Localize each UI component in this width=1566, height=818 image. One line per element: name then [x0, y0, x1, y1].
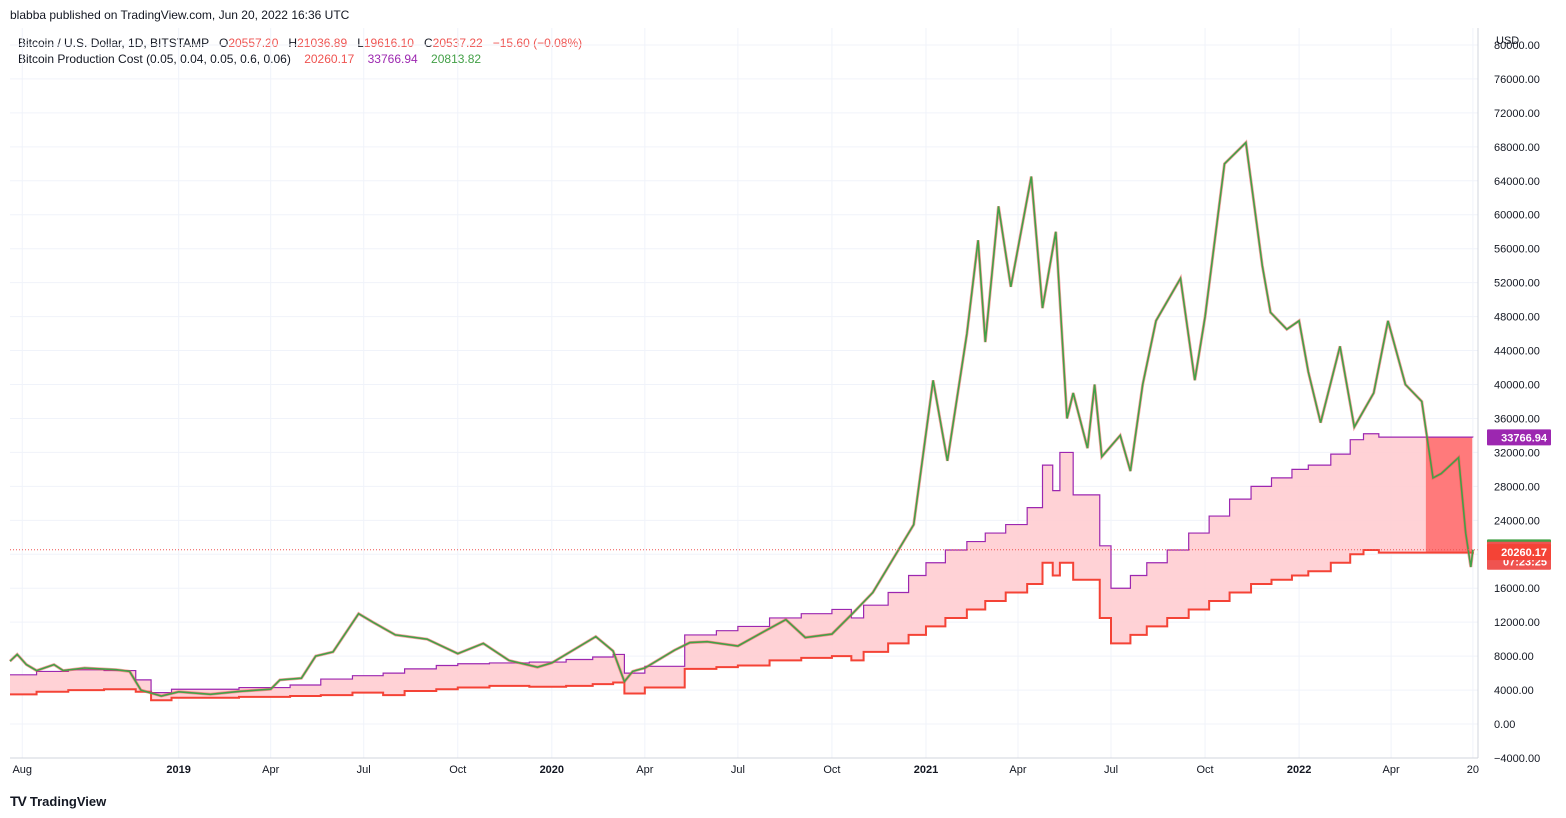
y-tick-label: 16000.00	[1494, 583, 1540, 595]
indicator-legend-row[interactable]: Bitcoin Production Cost (0.05, 0.04, 0.0…	[18, 51, 582, 67]
price-badge	[1487, 429, 1551, 446]
y-tick-label: 4000.00	[1494, 685, 1534, 697]
y-tick-label: 32000.00	[1494, 447, 1540, 459]
x-axis[interactable]: Aug 2019 Apr Jul Oct 2020 Apr Jul Oct 2021 Apr Jul O…	[12, 764, 1479, 776]
symbol-name: Bitcoin / U.S. Dollar, 1D, BITSTAMP	[18, 36, 209, 50]
open-value: 20557.20	[228, 36, 279, 50]
y-tick-label: 72000.00	[1494, 108, 1540, 120]
price-badge-label: 20260.17	[1501, 547, 1547, 559]
y-tick-label: 64000.00	[1494, 176, 1540, 188]
x-tick-label: Apr	[1009, 764, 1026, 776]
x-tick-label: Apr	[636, 764, 653, 776]
y-axis[interactable]: −4000.00 0.00 4000.00 8000.00 12000.00 16000.…	[1494, 40, 1540, 765]
y-tick-label: 0.00	[1494, 719, 1515, 731]
y-tick-label: −4000.00	[1494, 753, 1540, 765]
x-tick-label: 2022	[1287, 764, 1311, 776]
low-value: 19616.10	[363, 36, 414, 50]
indicator-value-upper: 33766.94	[367, 52, 418, 66]
cost-lower-line	[10, 549, 1474, 702]
cost-band	[10, 433, 1473, 701]
indicator-value-lower: 20260.17	[304, 52, 355, 66]
x-tick-label: Oct	[449, 764, 466, 776]
y-tick-label: 80000.00	[1494, 40, 1540, 52]
y-tick-label: 56000.00	[1494, 244, 1540, 256]
high-value: 21036.89	[297, 36, 348, 50]
close-label: C	[423, 36, 433, 50]
y-tick-label: 28000.00	[1494, 481, 1540, 493]
x-tick-label: 2019	[166, 764, 190, 776]
series-lines	[8, 139, 1475, 702]
x-tick-label: 20	[1467, 764, 1479, 776]
tradingview-brand[interactable]: TV TradingView	[10, 793, 106, 809]
tradingview-logo-icon: TV	[10, 793, 27, 809]
x-tick-label: 2021	[914, 764, 938, 776]
y-tick-label: 8000.00	[1494, 651, 1534, 663]
chart-legend: Bitcoin / U.S. Dollar, 1D, BITSTAMP O205…	[18, 35, 582, 67]
y-tick-label: 36000.00	[1494, 413, 1540, 425]
x-tick-label: Apr	[262, 764, 279, 776]
published-line: blabba published on TradingView.com, Jun…	[10, 8, 350, 22]
x-tick-label: Oct	[823, 764, 840, 776]
cost-band-fill	[10, 433, 1473, 701]
y-tick-label: 60000.00	[1494, 210, 1540, 222]
x-tick-label: Jul	[731, 764, 745, 776]
cost-upper-line	[10, 433, 1474, 694]
y-tick-label: 76000.00	[1494, 74, 1540, 86]
x-tick-label: Jul	[1104, 764, 1118, 776]
y-tick-label: 44000.00	[1494, 346, 1540, 358]
indicator-name: Bitcoin Production Cost (0.05, 0.04, 0.0…	[18, 52, 291, 66]
price-candles-shadow	[8, 139, 1475, 698]
y-tick-label: 68000.00	[1494, 142, 1540, 154]
price-line	[9, 140, 1474, 697]
y-tick-label: 40000.00	[1494, 380, 1540, 392]
y-tick-label: 52000.00	[1494, 278, 1540, 290]
x-tick-label: Jul	[357, 764, 371, 776]
high-label: H	[288, 36, 298, 50]
change-value: −15.60 (−0.08%)	[492, 36, 583, 50]
x-tick-label: Apr	[1383, 764, 1400, 776]
y-tick-label: 24000.00	[1494, 515, 1540, 527]
indicator-value-price: 20813.82	[431, 52, 482, 66]
low-label: L	[357, 36, 364, 50]
symbol-legend-row[interactable]: Bitcoin / U.S. Dollar, 1D, BITSTAMP O205…	[18, 35, 582, 51]
y-tick-label: 48000.00	[1494, 312, 1540, 324]
currency-label: USD	[1496, 35, 1519, 47]
price-badge-label: 33766.94	[1501, 432, 1548, 444]
x-tick-label: 2020	[540, 764, 564, 776]
brand-name: TradingView	[29, 793, 107, 809]
x-tick-label: Aug	[12, 764, 32, 776]
price-badge	[1487, 544, 1551, 561]
y-tick-label: 12000.00	[1494, 617, 1540, 629]
x-tick-label: Oct	[1196, 764, 1213, 776]
open-label: O	[218, 36, 229, 50]
